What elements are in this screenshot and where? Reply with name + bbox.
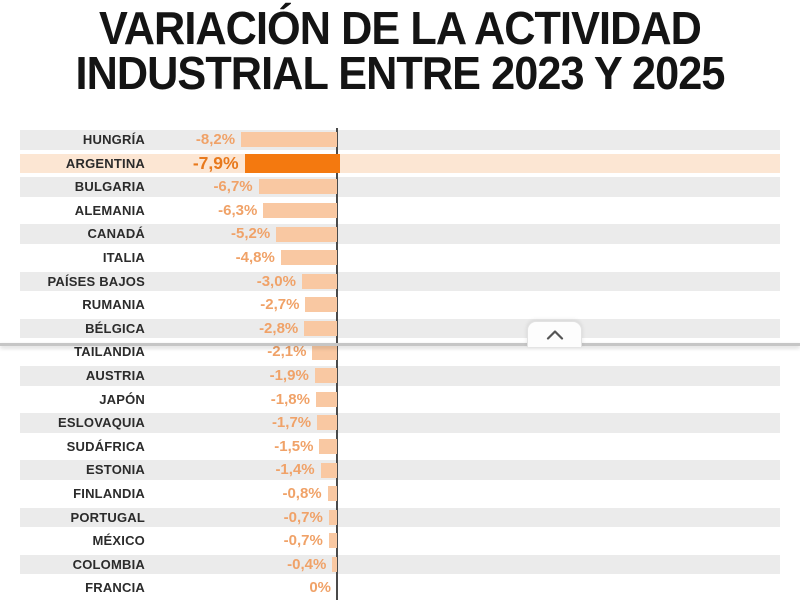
value-label: -1,8% xyxy=(270,390,310,408)
chart-row: ITALIA -4,8% xyxy=(20,246,780,270)
chart-row: FINLANDIA -0,8% xyxy=(20,482,780,506)
bar xyxy=(244,153,340,173)
value-label: -1,5% xyxy=(274,437,314,455)
bar xyxy=(276,226,337,242)
value-label: -2,1% xyxy=(267,343,307,361)
bar xyxy=(304,321,337,337)
country-label: FINLANDIA xyxy=(73,485,145,501)
bar xyxy=(328,533,337,549)
bar xyxy=(258,179,337,195)
country-label: TAILANDIA xyxy=(74,344,145,360)
chart-title: VARIACIÓN DE LA ACTIVIDAD INDUSTRIAL ENT… xyxy=(0,2,800,99)
chart-title-line1: VARIACIÓN DE LA ACTIVIDAD xyxy=(99,2,702,54)
chart-row: PAÍSES BAJOS -3,0% xyxy=(20,270,780,294)
country-label: BÉLGICA xyxy=(85,320,145,336)
country-label: PAÍSES BAJOS xyxy=(47,273,145,289)
bar xyxy=(312,344,337,360)
country-label: ALEMANIA xyxy=(74,202,145,218)
country-label: COLOMBIA xyxy=(72,556,145,572)
chart-row: RUMANIA -2,7% xyxy=(20,293,780,317)
bar xyxy=(328,509,337,525)
overlay-divider-line xyxy=(0,343,800,346)
chevron-up-icon xyxy=(546,329,563,340)
value-label: -6,7% xyxy=(213,178,253,196)
chart-row: PORTUGAL -0,7% xyxy=(20,506,780,530)
bar xyxy=(301,273,337,289)
value-label: -0,8% xyxy=(282,484,322,502)
value-label: -5,2% xyxy=(230,225,271,243)
chart-row: SUDÁFRICA -1,5% xyxy=(20,435,780,459)
chart-row: ESLOVAQUIA -1,7% xyxy=(20,411,780,435)
bar xyxy=(327,486,337,502)
chart-row: ESTONIA -1,4% xyxy=(20,458,780,482)
chart-row: FRANCIA 0% xyxy=(20,576,780,600)
country-label: ESLOVAQUIA xyxy=(58,415,145,431)
bar xyxy=(280,250,337,266)
zero-axis-line xyxy=(336,128,338,600)
chart-title-line2: INDUSTRIAL ENTRE 2023 Y 2025 xyxy=(75,47,725,99)
country-label: ESTONIA xyxy=(86,462,145,478)
value-label: -1,4% xyxy=(275,461,315,479)
value-label: 0% xyxy=(309,579,331,597)
bar xyxy=(305,297,337,313)
country-label: SUDÁFRICA xyxy=(66,438,145,454)
bar xyxy=(263,203,337,219)
country-label: CANADÁ xyxy=(87,226,145,242)
bar xyxy=(320,462,337,478)
country-label: PORTUGAL xyxy=(70,509,145,525)
bar xyxy=(319,439,337,455)
value-label: -3,0% xyxy=(256,272,296,290)
country-label: FRANCIA xyxy=(85,580,145,596)
country-label: HUNGRÍA xyxy=(82,132,145,147)
country-label: AUSTRIA xyxy=(85,367,145,383)
bar xyxy=(317,415,337,431)
chart-row: BULGARIA -6,7% xyxy=(20,175,780,199)
bar xyxy=(332,556,337,572)
chart-row: JAPÓN -1,8% xyxy=(20,388,780,412)
value-label: -0,7% xyxy=(283,508,323,526)
country-label: ITALIA xyxy=(102,249,145,265)
chart-row: AUSTRIA -1,9% xyxy=(20,364,780,388)
country-label: JAPÓN xyxy=(99,391,145,407)
country-label: BULGARIA xyxy=(74,179,145,195)
bar xyxy=(314,368,337,384)
chart-row: MÉXICO -0,7% xyxy=(20,529,780,553)
collapse-tab-button[interactable] xyxy=(527,321,582,347)
chart-row: ALEMANIA -6,3% xyxy=(20,199,780,223)
bar xyxy=(241,132,337,148)
value-label: -1,9% xyxy=(269,366,309,384)
country-label: RUMANIA xyxy=(82,297,145,313)
value-label: -4,8% xyxy=(235,248,275,266)
bar-chart: HUNGRÍA -8,2% ARGENTINA -7,9% BULGARIA -6,7% A… xyxy=(20,128,780,600)
chart-row: TAILANDIA -2,1% xyxy=(20,340,780,364)
bar xyxy=(315,391,337,407)
value-label: -1,7% xyxy=(271,414,312,432)
value-label: -0,4% xyxy=(287,555,327,573)
value-label: -7,9% xyxy=(192,152,239,173)
chart-row: COLOMBIA -0,4% xyxy=(20,553,780,577)
value-label: -0,7% xyxy=(283,532,323,550)
value-label: -2,8% xyxy=(259,319,299,337)
chart-row: CANADÁ -5,2% xyxy=(20,222,780,246)
country-label: MÉXICO xyxy=(92,533,145,549)
value-label: -6,3% xyxy=(218,201,258,219)
value-label: -8,2% xyxy=(195,131,236,148)
value-label: -2,7% xyxy=(260,296,300,314)
chart-row: BÉLGICA -2,8% xyxy=(20,317,780,341)
country-label: ARGENTINA xyxy=(65,155,145,171)
chart-row: ARGENTINA -7,9% xyxy=(20,152,780,176)
bar-chart-rows: HUNGRÍA -8,2% ARGENTINA -7,9% BULGARIA -6,7% A… xyxy=(20,128,780,600)
chart-row: HUNGRÍA -8,2% xyxy=(20,128,780,152)
